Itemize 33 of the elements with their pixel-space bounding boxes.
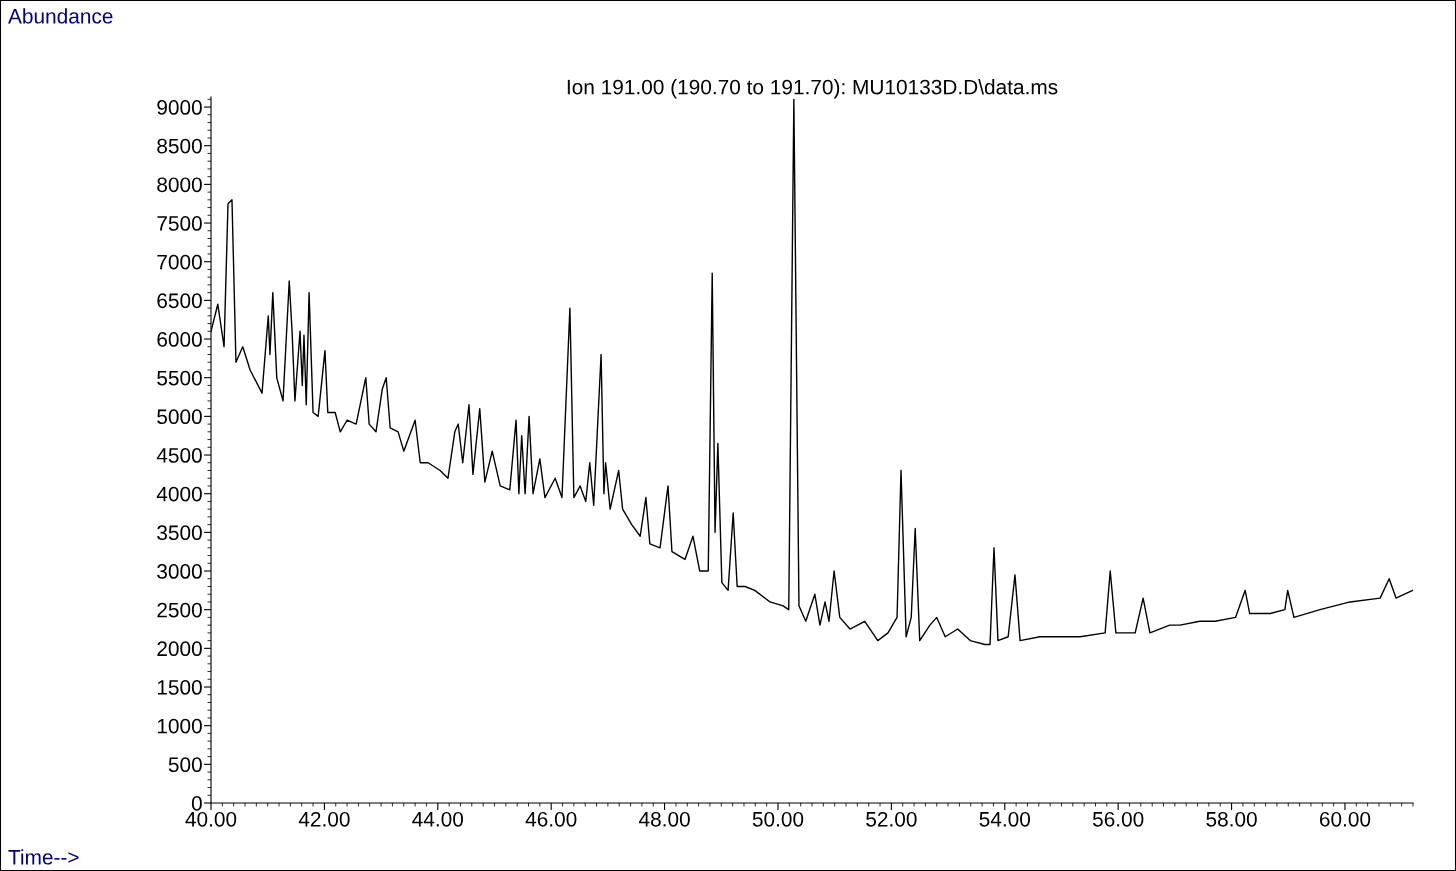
- y-tick-label: 4500: [156, 448, 202, 463]
- y-tick-label: 7000: [157, 254, 202, 270]
- y-tick-label: 7500: [157, 216, 202, 231]
- y-tick-label: 1500: [157, 680, 202, 695]
- y-tick-label: 3500: [157, 525, 202, 541]
- x-tick-label: 44.00: [412, 811, 464, 827]
- x-tick-label: 58.00: [1206, 811, 1257, 827]
- y-axis-title: Abundance: [8, 8, 113, 24]
- y-tick-label: 5000: [157, 409, 202, 425]
- y-tick-label: 2000: [157, 641, 202, 657]
- x-tick-label: 46.00: [525, 811, 577, 827]
- y-tick-label: 500: [168, 757, 202, 773]
- x-tick-label: 54.00: [979, 811, 1031, 827]
- x-tick-label: 40.00: [185, 811, 237, 827]
- y-tick-label: 4000: [156, 486, 202, 502]
- y-tick-label: 5500: [157, 370, 202, 386]
- x-tick-label: 56.00: [1092, 811, 1144, 827]
- y-tick-label: 3000: [157, 564, 202, 579]
- x-axis-title: Time-->: [8, 849, 79, 865]
- y-tick-label: 1000: [157, 718, 202, 734]
- x-tick-label: 48.00: [639, 811, 690, 827]
- x-tick-label: 52.00: [866, 811, 917, 827]
- y-tick-label: 0: [191, 796, 202, 811]
- y-tick-label: 9000: [157, 100, 202, 115]
- y-tick-label: 6500: [157, 293, 202, 309]
- y-tick-label: 8000: [157, 177, 202, 193]
- y-tick-label: 2500: [157, 602, 202, 618]
- x-tick-label: 50.00: [752, 811, 804, 827]
- y-tick-label: 6000: [157, 332, 202, 347]
- y-tick-label: 8500: [157, 138, 202, 154]
- x-tick-label: 60.00: [1319, 811, 1371, 827]
- chart-title: Ion 191.00 (190.70 to 191.70): MU10133D.D\data.ms: [567, 79, 1058, 99]
- x-tick-label: 42.00: [298, 811, 350, 827]
